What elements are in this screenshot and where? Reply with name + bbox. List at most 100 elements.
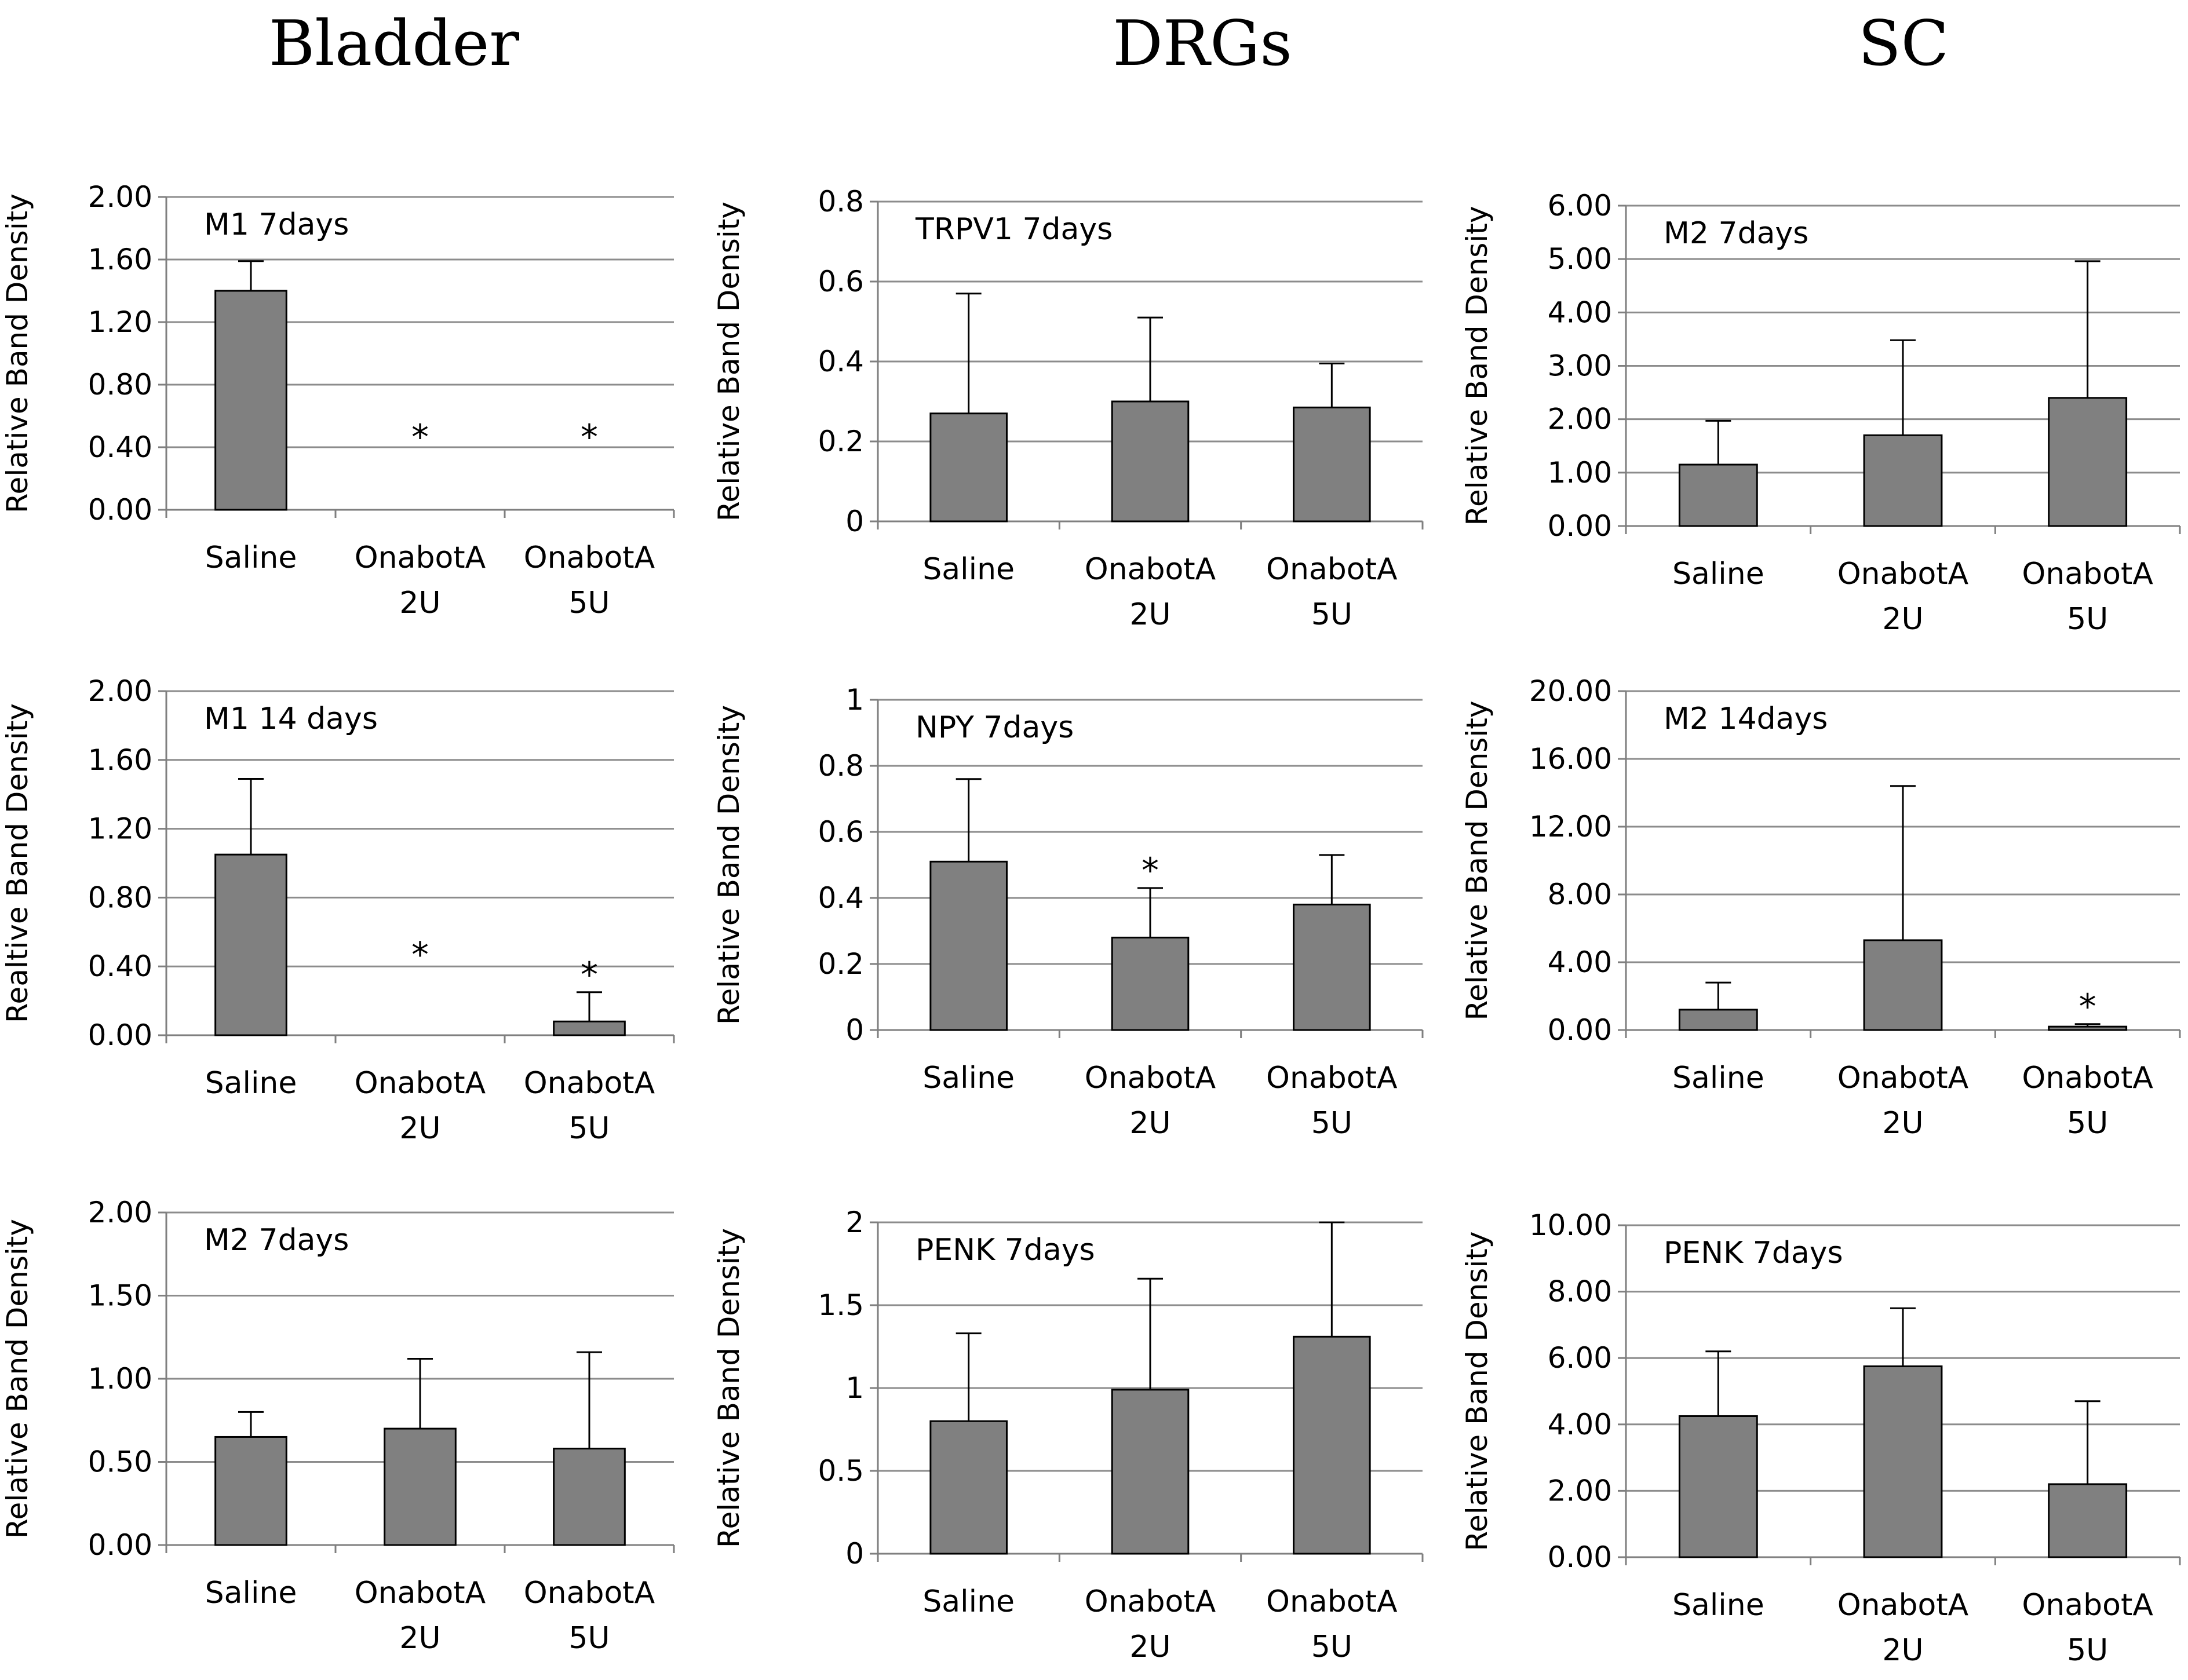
panel-6: 0.00 4.00 8.00 12.00 16.00 20.00 Relative Band… (1460, 674, 2181, 1141)
column-heading-bladder: Bladder (269, 8, 519, 80)
panel-1-ytick-label: 0.00 (88, 493, 152, 527)
panel-3-category-label-onabota-2u: 2U (1882, 602, 1923, 637)
panel-6-category-label-onabota-5u: OnabotA (2022, 1061, 2153, 1095)
panel-4: 0.00 0.40 0.80 1.20 1.60 2.00 Realtive Band De… (1, 674, 675, 1146)
panel-9-ytick-label: 10.00 (1529, 1208, 1612, 1242)
panel-4-ytick-label: 1.60 (88, 743, 152, 777)
panel-4-category-label-onabota-2u: OnabotA (355, 1066, 486, 1101)
panel-1-ytick-label: 0.40 (88, 430, 152, 464)
panel-1-ytick-label: 1.20 (88, 305, 152, 339)
panel-5-ytick-label: 0.4 (818, 881, 864, 915)
panel-9-category-label-onabota-5u: 5U (2067, 1633, 2108, 1668)
panel-5-category-label-onabota-5u: 5U (1311, 1106, 1352, 1141)
panel-6-ytick-label: 16.00 (1529, 742, 1612, 776)
panel-5-bar-onabota-5u (1293, 903, 1371, 1031)
panel-2-y-axis-label: Relative Band Density (712, 202, 746, 521)
panel-7-ytick-label: 1.00 (88, 1362, 152, 1396)
panel-2-category-label-onabota-2u: 2U (1129, 597, 1170, 632)
panel-5-category-label-saline: Saline (922, 1061, 1015, 1095)
panel-8-ytick-label: 1 (845, 1371, 864, 1405)
panel-5-y-axis-label: Relative Band Density (712, 705, 746, 1025)
panel-2-ytick-label: 0 (845, 505, 864, 538)
panel-5-title: NPY 7days (916, 710, 1074, 745)
panel-6-y-axis-label: Relative Band Density (1460, 701, 1494, 1021)
panel-4-category-label-onabota-2u: 2U (399, 1111, 440, 1146)
panel-8-ytick-label: 2 (845, 1206, 864, 1239)
panel-6-title: M2 14days (1664, 702, 1828, 736)
panel-1-bar-saline (214, 290, 287, 511)
panel-5-bar-saline (929, 860, 1008, 1031)
panel-6-bar-onabota-5u (2048, 1025, 2128, 1031)
panel-9-title: PENK 7days (1664, 1236, 1843, 1270)
panel-9-category-label-onabota-5u: OnabotA (2022, 1588, 2153, 1623)
panel-1-significance-onabota-5u: * (581, 417, 598, 458)
panel-6-bar-saline (1678, 1009, 1758, 1031)
panel-2: 0 0.2 0.4 0.6 0.8 Relative Band Density TRPV1 … (712, 185, 1424, 632)
panel-3-ytick-label: 0.00 (1548, 509, 1612, 543)
panel-8-bar-onabota-2u (1111, 1389, 1190, 1555)
panel-6-bar-onabota-2u (1863, 939, 1943, 1031)
panel-8-category-label-onabota-5u: OnabotA (1266, 1584, 1398, 1619)
panel-6-ytick-label: 8.00 (1548, 878, 1612, 911)
panel-3-ytick-label: 4.00 (1548, 295, 1612, 329)
panel-5-category-label-onabota-2u: 2U (1129, 1106, 1170, 1141)
panel-2-category-label-onabota-5u: 5U (1311, 597, 1352, 632)
panel-5-ytick-label: 0.8 (818, 749, 864, 783)
panel-3-category-label-saline: Saline (1672, 557, 1764, 591)
panel-1-significance-onabota-2u: * (411, 417, 429, 458)
panel-2-category-label-onabota-5u: OnabotA (1266, 552, 1398, 587)
panel-9-ytick-label: 8.00 (1548, 1275, 1612, 1309)
panel-3-category-label-onabota-5u: OnabotA (2022, 557, 2153, 591)
panel-8: 0 0.5 1 1.5 2 Relative Band Density PENK 7days… (712, 1206, 1424, 1664)
panel-2-bar-onabota-2u (1111, 400, 1190, 523)
panel-9-bar-onabota-5u (2048, 1483, 2128, 1558)
panel-7-ytick-label: 0.50 (88, 1445, 152, 1479)
panel-7-category-label-saline: Saline (205, 1576, 297, 1610)
panel-8-y-axis-label: Relative Band Density (712, 1228, 746, 1548)
panel-9-y-axis-label: Relative Band Density (1460, 1232, 1494, 1551)
panel-5-category-label-onabota-5u: OnabotA (1266, 1061, 1398, 1095)
panel-8-category-label-onabota-2u: 2U (1129, 1630, 1170, 1664)
panel-4-ytick-label: 2.00 (88, 674, 152, 708)
panel-9-bar-onabota-2u (1863, 1365, 1943, 1558)
panel-7-bar-saline (214, 1436, 287, 1546)
panel-5-ytick-label: 0 (845, 1013, 864, 1047)
panel-4-bar-onabota-5u (553, 1020, 626, 1036)
panel-3-bar-saline (1678, 463, 1758, 527)
panel-4-category-label-onabota-5u: 5U (568, 1111, 610, 1146)
column-heading-sc: SC (1858, 8, 1949, 80)
panel-8-title: PENK 7days (916, 1233, 1095, 1268)
panel-2-ytick-label: 0.6 (818, 265, 864, 298)
panel-7-category-label-onabota-2u: OnabotA (355, 1576, 486, 1610)
panel-5-ytick-label: 0.6 (818, 815, 864, 849)
panel-6-category-label-onabota-2u: 2U (1882, 1106, 1923, 1141)
panel-8-bar-onabota-5u (1293, 1335, 1371, 1555)
panel-3: 0.00 1.00 2.00 3.00 4.00 5.00 6.00 Relative Ban… (1460, 189, 2181, 637)
panel-3-ytick-label: 6.00 (1548, 189, 1612, 222)
panel-9-ytick-label: 4.00 (1548, 1408, 1612, 1441)
panel-1-category-label-onabota-2u: 2U (399, 586, 440, 620)
panel-3-bar-onabota-2u (1863, 434, 1943, 527)
panel-6-category-label-onabota-5u: 5U (2067, 1106, 2108, 1141)
panel-2-bar-saline (929, 412, 1008, 523)
panel-6-ytick-label: 0.00 (1548, 1013, 1612, 1047)
panel-8-ytick-label: 0 (845, 1537, 864, 1571)
panel-5-category-label-onabota-2u: OnabotA (1085, 1061, 1216, 1095)
panel-8-ytick-label: 0.5 (818, 1454, 864, 1488)
panel-6-ytick-label: 12.00 (1529, 810, 1612, 843)
panel-3-category-label-onabota-5u: 5U (2067, 602, 2108, 637)
panel-9-category-label-saline: Saline (1672, 1588, 1764, 1623)
panel-1: 0.00 0.40 0.80 1.20 1.60 2.00 Relative Band De… (1, 180, 675, 620)
panel-3-bar-onabota-5u (2048, 397, 2128, 527)
panel-4-ytick-label: 1.20 (88, 812, 152, 846)
panel-2-bar-onabota-5u (1293, 406, 1371, 523)
panel-2-title: TRPV1 7days (915, 212, 1113, 247)
panel-9-bar-saline (1678, 1415, 1758, 1558)
panel-5-ytick-label: 0.2 (818, 947, 864, 981)
panel-2-category-label-onabota-2u: OnabotA (1085, 552, 1216, 587)
panel-7-category-label-onabota-5u: 5U (568, 1621, 610, 1656)
panel-4-y-axis-label: Realtive Band Density (1, 703, 34, 1023)
panel-9-ytick-label: 6.00 (1548, 1341, 1612, 1375)
